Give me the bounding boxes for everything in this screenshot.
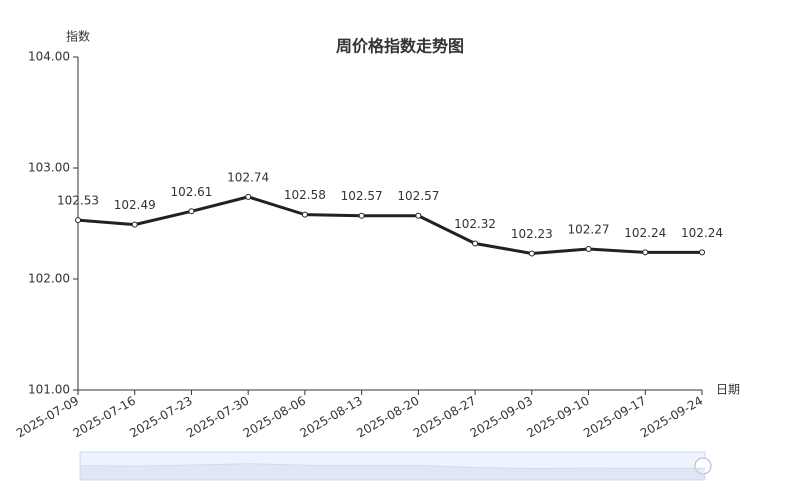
zoom-shadow-line [79,463,705,470]
x-tick-label: 2025-07-16 [71,394,138,441]
x-tick-label: 2025-08-20 [354,394,421,441]
point [188,208,195,215]
data-label: 102.74 [227,170,269,184]
x-tick-label: 2025-07-23 [127,394,194,441]
zoom-shadow-area [80,463,705,480]
x-tick-label: 2025-07-09 [14,394,81,441]
data-label: 102.23 [511,227,553,241]
data-label: 102.27 [568,223,610,237]
data-label: 102.32 [454,217,496,231]
x-tick-label: 2025-09-10 [524,394,591,441]
data-label: 102.61 [170,185,212,199]
x-tick-label: 2025-07-30 [184,394,251,441]
x-tick-label: 2025-09-24 [638,394,705,441]
data-label: 102.24 [624,226,666,240]
point [245,193,252,200]
data-label: 102.57 [341,189,383,203]
chart-title: 周价格指数走势图 [336,37,464,56]
point [472,240,479,247]
x-tick-label: 2025-08-06 [241,394,308,441]
y-tick-label: 103.00 [28,161,70,175]
data-label: 102.24 [681,226,723,240]
y-tick-label: 104.00 [28,50,70,64]
point [358,212,365,219]
x-tick-label: 2025-08-13 [297,394,364,441]
x-axis-title: 日期 [716,383,740,397]
point [415,212,422,219]
line [77,195,702,255]
data-label: 102.57 [397,189,439,203]
point [642,249,649,256]
x-tick-label: 2025-09-03 [468,394,535,441]
y-tick-label: 101.00 [28,383,70,397]
point [301,211,308,218]
y-axis-title: 指数 [66,29,90,44]
point [699,249,705,256]
point [528,250,535,257]
data-label: 102.53 [57,194,99,208]
point [75,217,81,224]
data-label: 102.49 [114,198,156,212]
point [131,221,138,228]
data-label: 102.58 [284,188,326,202]
point [585,246,592,253]
y-tick-label: 102.00 [28,272,70,286]
x-tick-label: 2025-09-17 [581,394,648,441]
x-tick-label: 2025-08-27 [411,394,478,441]
